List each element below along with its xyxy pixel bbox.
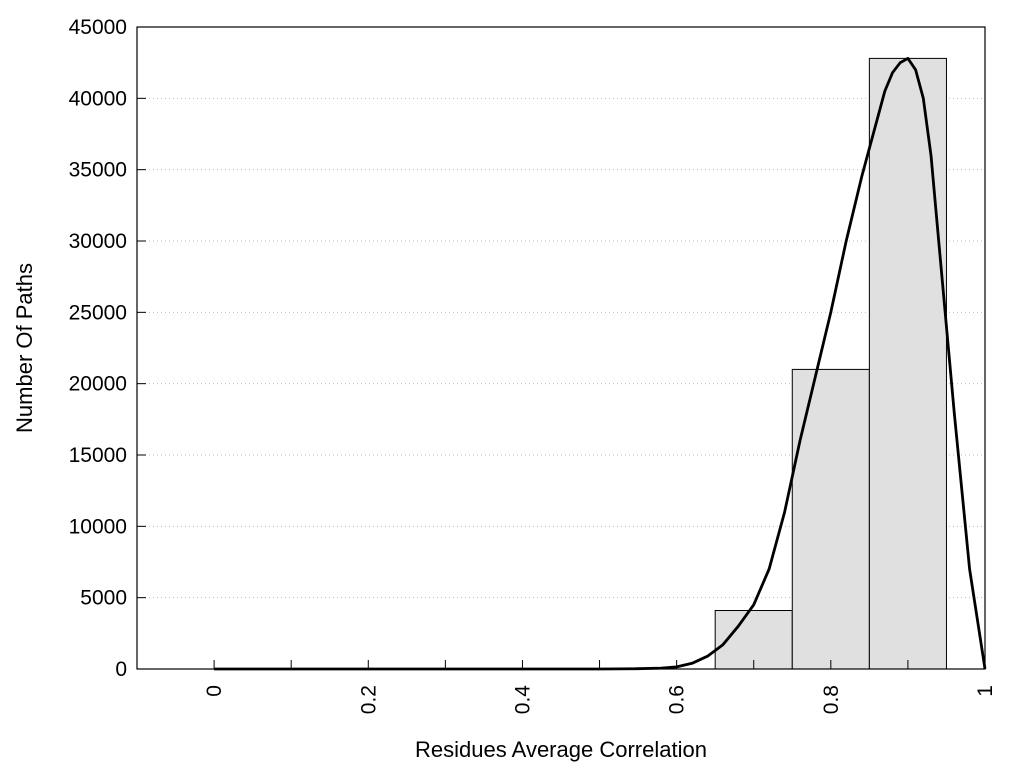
y-tick-label: 25000	[69, 301, 127, 324]
x-axis-label: Residues Average Correlation	[415, 737, 707, 762]
tick-labels: 0 5000 10000 15000 20000 25000 30000 35000 40000…	[69, 16, 997, 714]
axis-ticks	[137, 26, 986, 670]
histogram-bars	[714, 57, 947, 670]
y-tick-label: 40000	[69, 87, 127, 110]
grid-lines	[137, 97, 985, 599]
x-tick-label: 0.2	[357, 685, 380, 714]
x-tick-label: 0.6	[666, 685, 689, 714]
y-tick-label: 0	[115, 658, 127, 681]
x-tick-label: 0.4	[511, 685, 534, 715]
y-tick-label: 20000	[69, 373, 127, 396]
y-tick-label: 35000	[69, 159, 127, 182]
y-tick-label: 45000	[69, 16, 127, 39]
x-tick-label: 0.8	[820, 685, 843, 714]
histogram-bar	[868, 57, 947, 670]
y-axis-label: Number Of Paths	[12, 263, 37, 433]
x-tick-label: 1	[974, 685, 997, 697]
plot-frame	[136, 26, 986, 670]
y-tick-label: 15000	[69, 444, 127, 467]
y-tick-label: 5000	[80, 587, 127, 610]
y-tick-label: 10000	[69, 515, 127, 538]
y-tick-label: 30000	[69, 230, 127, 253]
x-tick-label: 0	[203, 685, 226, 697]
histogram-bar	[791, 368, 870, 670]
